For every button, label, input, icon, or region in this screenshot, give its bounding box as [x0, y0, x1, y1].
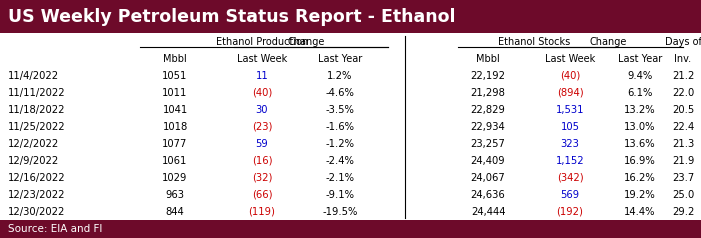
- Text: 13.2%: 13.2%: [624, 105, 656, 115]
- Text: Change: Change: [590, 37, 627, 47]
- Text: 6.1%: 6.1%: [627, 88, 653, 98]
- Text: 1051: 1051: [163, 71, 188, 81]
- Text: -9.1%: -9.1%: [325, 190, 355, 200]
- Text: -3.5%: -3.5%: [325, 105, 355, 115]
- Text: (894): (894): [557, 88, 583, 98]
- Text: 9.4%: 9.4%: [627, 71, 653, 81]
- Text: 14.4%: 14.4%: [625, 207, 655, 217]
- Text: US Weekly Petroleum Status Report - Ethanol: US Weekly Petroleum Status Report - Etha…: [8, 8, 456, 25]
- Text: (66): (66): [252, 190, 272, 200]
- Text: 24,409: 24,409: [470, 156, 505, 166]
- Text: 13.6%: 13.6%: [624, 139, 656, 149]
- Text: 844: 844: [165, 207, 184, 217]
- Text: Last Year: Last Year: [618, 54, 662, 64]
- Text: 13.0%: 13.0%: [625, 122, 655, 132]
- Text: 11/18/2022: 11/18/2022: [8, 105, 65, 115]
- Text: 24,444: 24,444: [471, 207, 505, 217]
- Text: 11/25/2022: 11/25/2022: [8, 122, 66, 132]
- Text: 12/30/2022: 12/30/2022: [8, 207, 65, 217]
- Text: 21,298: 21,298: [470, 88, 505, 98]
- Text: 21.3: 21.3: [672, 139, 694, 149]
- Text: (40): (40): [560, 71, 580, 81]
- Text: 12/23/2022: 12/23/2022: [8, 190, 65, 200]
- Text: 1,152: 1,152: [556, 156, 585, 166]
- Text: Mbbl: Mbbl: [476, 54, 500, 64]
- Text: 22,934: 22,934: [470, 122, 505, 132]
- Text: (342): (342): [557, 173, 583, 183]
- Text: Days of: Days of: [665, 37, 701, 47]
- Text: 12/16/2022: 12/16/2022: [8, 173, 66, 183]
- Text: -1.6%: -1.6%: [325, 122, 355, 132]
- Text: 1077: 1077: [163, 139, 188, 149]
- Text: 11/4/2022: 11/4/2022: [8, 71, 59, 81]
- Bar: [0, 0, 701, 33]
- Text: 1029: 1029: [163, 173, 188, 183]
- Text: Source: EIA and FI: Source: EIA and FI: [8, 224, 102, 234]
- Text: -2.4%: -2.4%: [325, 156, 355, 166]
- Text: 30: 30: [256, 105, 268, 115]
- Bar: [0, 220, 701, 238]
- Text: 25.0: 25.0: [672, 190, 694, 200]
- Text: 1011: 1011: [163, 88, 188, 98]
- Text: (23): (23): [252, 122, 272, 132]
- Text: Mbbl: Mbbl: [163, 54, 187, 64]
- Text: -4.6%: -4.6%: [325, 88, 355, 98]
- Text: 323: 323: [561, 139, 580, 149]
- Text: Last Year: Last Year: [318, 54, 362, 64]
- Text: 1041: 1041: [163, 105, 188, 115]
- Text: (192): (192): [557, 207, 583, 217]
- Text: 963: 963: [165, 190, 184, 200]
- Text: 16.2%: 16.2%: [624, 173, 656, 183]
- Text: Inv.: Inv.: [674, 54, 692, 64]
- Text: 22.4: 22.4: [672, 122, 694, 132]
- Text: Change: Change: [287, 37, 325, 47]
- Text: 569: 569: [560, 190, 580, 200]
- Text: 29.2: 29.2: [672, 207, 694, 217]
- Text: -19.5%: -19.5%: [322, 207, 358, 217]
- Text: 21.2: 21.2: [672, 71, 694, 81]
- Text: 19.2%: 19.2%: [624, 190, 656, 200]
- Text: -1.2%: -1.2%: [325, 139, 355, 149]
- Text: 22,192: 22,192: [470, 71, 505, 81]
- Text: 59: 59: [256, 139, 268, 149]
- Text: 11: 11: [256, 71, 268, 81]
- Text: 22,829: 22,829: [470, 105, 505, 115]
- Text: 1.2%: 1.2%: [327, 71, 353, 81]
- Text: -2.1%: -2.1%: [325, 173, 355, 183]
- Text: 24,067: 24,067: [470, 173, 505, 183]
- Text: 20.5: 20.5: [672, 105, 694, 115]
- Text: (119): (119): [249, 207, 275, 217]
- Text: Last Week: Last Week: [237, 54, 287, 64]
- Text: 16.9%: 16.9%: [624, 156, 656, 166]
- Text: 1018: 1018: [163, 122, 188, 132]
- Text: 1061: 1061: [163, 156, 188, 166]
- Text: 12/9/2022: 12/9/2022: [8, 156, 60, 166]
- Text: Ethanol Production: Ethanol Production: [217, 37, 308, 47]
- Text: 24,636: 24,636: [470, 190, 505, 200]
- Text: 22.0: 22.0: [672, 88, 694, 98]
- Text: 21.9: 21.9: [672, 156, 694, 166]
- Text: Ethanol Stocks: Ethanol Stocks: [498, 37, 570, 47]
- Text: (40): (40): [252, 88, 272, 98]
- Text: (32): (32): [252, 173, 272, 183]
- Text: (16): (16): [252, 156, 272, 166]
- Text: 23,257: 23,257: [470, 139, 505, 149]
- Text: 12/2/2022: 12/2/2022: [8, 139, 60, 149]
- Text: 23.7: 23.7: [672, 173, 694, 183]
- Text: 11/11/2022: 11/11/2022: [8, 88, 66, 98]
- Text: Last Week: Last Week: [545, 54, 595, 64]
- Text: 1,531: 1,531: [556, 105, 584, 115]
- Text: 105: 105: [561, 122, 580, 132]
